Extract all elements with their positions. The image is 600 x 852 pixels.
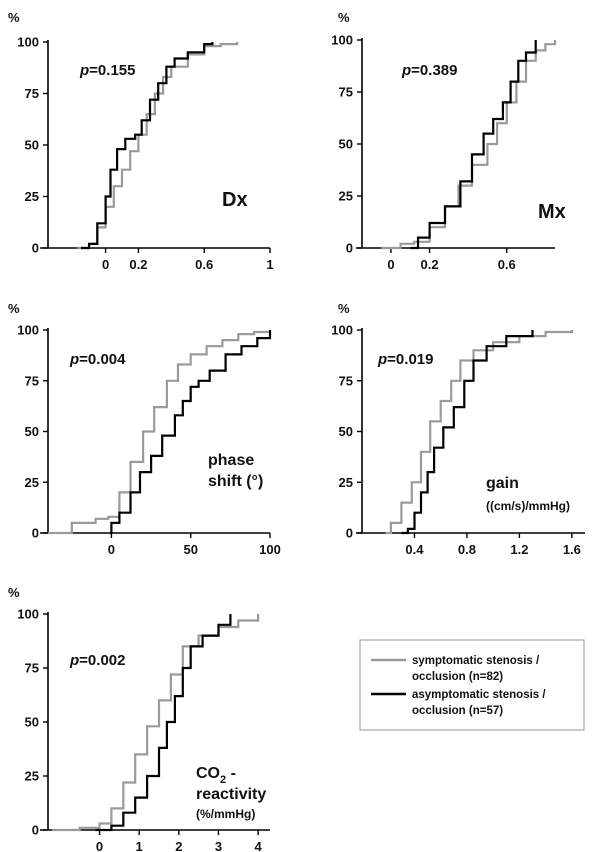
panel-label-line2: reactivity — [196, 786, 266, 803]
panel-label-line3: (%/mmHg) — [196, 807, 255, 821]
y-tick-label: 100 — [331, 323, 353, 338]
series-line-symptomatic — [48, 330, 272, 535]
panel-label-co: CO — [196, 765, 220, 782]
x-tick-label: 50 — [183, 542, 197, 557]
y-unit-label: % — [8, 10, 20, 25]
x-tick-label: 100 — [259, 542, 281, 557]
panel-label-dash: - — [226, 765, 236, 782]
p-value: =0.155 — [89, 62, 135, 79]
y-tick-label: 25 — [339, 189, 353, 204]
p-symbol: p — [401, 62, 411, 79]
y-tick-label: 50 — [25, 715, 39, 730]
chart-gain: 0 25 50 75 100 0.4 0.8 1.2 1.6% p=0.019 gain ((cm/s… — [331, 301, 585, 557]
y-unit-label: % — [338, 10, 350, 25]
x-tick-label: 0 — [102, 257, 109, 272]
p-value: =0.019 — [387, 351, 433, 368]
y-tick-label: 0 — [32, 823, 39, 838]
y-tick-label: 50 — [25, 424, 39, 439]
p-value: =0.004 — [79, 351, 126, 368]
x-tick-label: 0.6 — [498, 257, 516, 272]
y-tick-label: 100 — [17, 607, 39, 622]
panel-label-line1: Mx — [538, 201, 566, 223]
x-tick-label: 0.6 — [195, 257, 213, 272]
p-value-label: p=0.389 — [401, 62, 457, 79]
x-tick-label: 0.2 — [421, 257, 439, 272]
p-symbol: p — [79, 62, 89, 79]
y-tick-label: 50 — [339, 137, 353, 152]
x-tick-label: 0 — [387, 257, 394, 272]
x-tick-label: 1.6 — [563, 542, 581, 557]
y-tick-label: 0 — [32, 526, 39, 541]
legend-asymptomatic-line2: occlusion (n=57) — [412, 705, 503, 717]
y-tick-label: 75 — [25, 86, 39, 101]
series-line-symptomatic — [381, 40, 557, 250]
series-line-asymptomatic — [80, 42, 214, 250]
y-tick-label: 100 — [17, 323, 39, 338]
y-tick-label: 50 — [339, 424, 353, 439]
chart-mx: 0 25 50 75 100 0 0.2 0.6% p=0.389 Mx — [331, 10, 566, 272]
legend-symptomatic-line2: occlusion (n=82) — [412, 671, 503, 683]
x-tick-label: 0.4 — [405, 542, 424, 557]
series-line-asymptomatic — [401, 330, 534, 535]
y-tick-label: 0 — [346, 526, 353, 541]
series-line-asymptomatic — [410, 40, 537, 250]
panel-label-line2: ((cm/s)/mmHg) — [486, 499, 570, 513]
y-tick-label: 100 — [331, 33, 353, 48]
x-tick-label: 4 — [254, 839, 262, 852]
p-value-label: p=0.019 — [377, 351, 433, 368]
chart-dx: 0 25 50 75 100 0 0.2 0.6 1% p=0.155 Dx — [8, 10, 274, 272]
x-tick-label: 0 — [108, 542, 115, 557]
p-symbol: p — [377, 351, 387, 368]
panel-label-line2: shift (°) — [208, 473, 263, 490]
y-tick-label: 75 — [25, 373, 39, 388]
y-unit-label: % — [8, 301, 20, 316]
series-line-asymptomatic — [95, 614, 232, 832]
y-tick-label: 0 — [346, 241, 353, 256]
p-symbol: p — [69, 652, 79, 669]
p-symbol: p — [69, 351, 79, 368]
p-value-label: p=0.002 — [69, 652, 125, 669]
panel-label-line1: gain — [486, 475, 519, 492]
y-unit-label: % — [338, 301, 350, 316]
panel-label-line1: phase — [208, 452, 254, 469]
y-tick-label: 100 — [17, 35, 39, 50]
x-tick-label: 1 — [266, 257, 273, 272]
x-tick-label: 0 — [96, 839, 103, 852]
y-unit-label: % — [8, 585, 20, 600]
x-tick-label: 3 — [215, 839, 222, 852]
chart-phase: 0 25 50 75 100 0 50 100% p=0.004 phase shift (°) — [8, 301, 281, 557]
y-tick-label: 25 — [25, 189, 39, 204]
panel-label-subscript: 2 — [220, 774, 226, 786]
y-tick-label: 75 — [339, 373, 353, 388]
p-value-label: p=0.155 — [79, 62, 135, 79]
p-value: =0.389 — [411, 62, 457, 79]
legend-symptomatic-line1: symptomatic stenosis / — [412, 655, 540, 667]
legend: symptomatic stenosis / occlusion (n=82) … — [359, 639, 585, 731]
series-line-symptomatic — [385, 330, 573, 535]
x-tick-label: 1 — [136, 839, 143, 852]
y-tick-label: 75 — [339, 85, 353, 100]
y-tick-label: 50 — [25, 138, 39, 153]
series-line-symptomatic — [77, 42, 239, 250]
y-tick-label: 25 — [339, 475, 353, 490]
y-tick-label: 75 — [25, 661, 39, 676]
legend-asymptomatic-line1: asymptomatic stenosis / — [412, 689, 546, 701]
y-tick-label: 25 — [25, 769, 39, 784]
y-tick-label: 25 — [25, 475, 39, 490]
panel-label-line1: Dx — [222, 189, 248, 211]
x-tick-label: 0.8 — [458, 542, 476, 557]
panel-label-line1: CO2 - — [196, 765, 236, 786]
y-tick-label: 0 — [32, 241, 39, 256]
x-tick-label: 1.2 — [510, 542, 528, 557]
legend-box — [359, 639, 585, 731]
x-tick-label: 2 — [175, 839, 182, 852]
series-line-asymptomatic — [109, 330, 272, 535]
p-value-label: p=0.004 — [69, 351, 126, 368]
x-tick-label: 0.2 — [129, 257, 147, 272]
p-value: =0.002 — [79, 652, 125, 669]
